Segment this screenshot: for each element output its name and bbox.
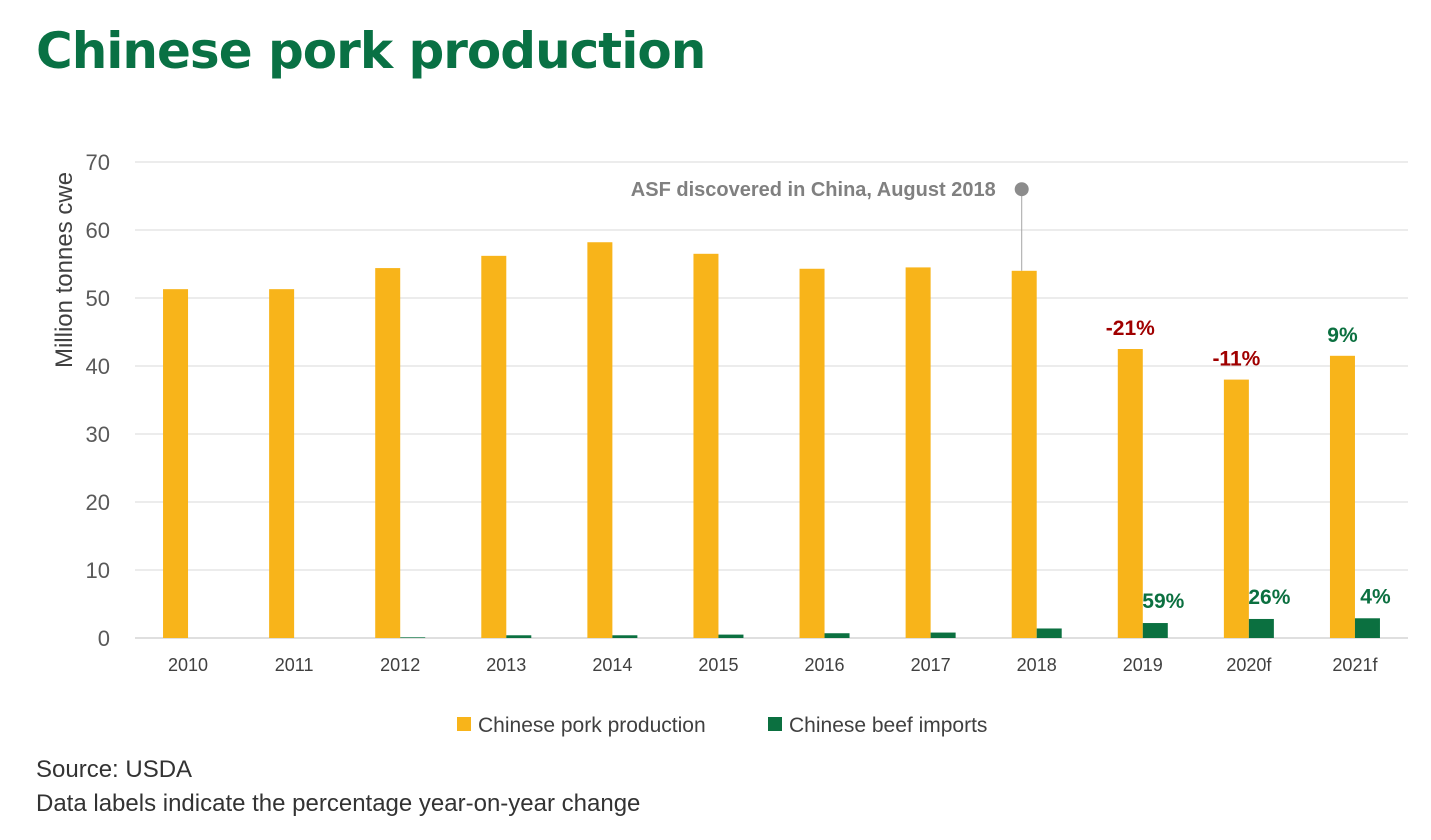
page-title: Chinese pork production (36, 22, 706, 80)
legend-label-pork: Chinese pork production (478, 714, 706, 737)
x-tick-label: 2012 (380, 655, 420, 675)
legend-swatch-beef (768, 717, 782, 731)
bars (163, 242, 1380, 639)
y-axis-ticks: 0 10 20 30 40 50 60 70 (86, 150, 110, 651)
x-tick-label: 2020f (1226, 655, 1272, 675)
x-tick-label: 2016 (805, 655, 845, 675)
x-tick-label: 2019 (1123, 655, 1163, 675)
bar-beef-2015 (718, 634, 744, 638)
legend: Chinese pork production Chinese beef impo… (457, 714, 987, 737)
bar-pork-2012 (375, 268, 401, 638)
data-label-pork: -11% (1212, 348, 1260, 371)
data-label-beef: 59% (1142, 590, 1184, 613)
bar-beef-2013 (506, 635, 532, 638)
bar-pork-2019 (1117, 349, 1143, 638)
source-note: Source: USDA (36, 756, 193, 783)
x-tick-label: 2017 (911, 655, 951, 675)
bar-beef-2019 (1142, 623, 1168, 638)
y-tick-label: 30 (86, 422, 110, 447)
bar-beef-2021f (1354, 618, 1380, 638)
annotation: ASF discovered in China, August 2018 (631, 179, 1029, 271)
y-tick-label: 10 (86, 558, 110, 583)
y-tick-label: 0 (98, 626, 110, 651)
bar-pork-2010 (163, 289, 189, 638)
x-tick-label: 2018 (1017, 655, 1057, 675)
y-tick-label: 60 (86, 218, 110, 243)
legend-label-beef: Chinese beef imports (789, 714, 987, 737)
y-axis-label: Million tonnes cwe (51, 172, 78, 368)
bar-pork-2011 (269, 289, 295, 638)
annotation-text: ASF discovered in China, August 2018 (631, 179, 996, 201)
bar-pork-2014 (587, 242, 613, 639)
data-label-pork: 9% (1327, 324, 1358, 347)
x-tick-label: 2014 (592, 655, 632, 675)
data-label-pork: -21% (1106, 317, 1155, 340)
data-labels: -21% 59% -11% 26% 9% 4% (1106, 317, 1391, 613)
data-label-note: Data labels indicate the percentage year… (36, 790, 641, 817)
bar-beef-2017 (930, 632, 956, 638)
bar-pork-2018 (1011, 270, 1037, 638)
data-label-beef: 4% (1360, 585, 1391, 608)
grid-lines (135, 161, 1408, 639)
bar-pork-2015 (693, 253, 719, 639)
bar-beef-2020f (1248, 618, 1274, 638)
bar-pork-2017 (905, 267, 931, 638)
legend-swatch-pork (457, 717, 471, 731)
data-label-beef: 26% (1248, 586, 1290, 609)
y-tick-label: 20 (86, 490, 110, 515)
bar-beef-2018 (1036, 628, 1062, 638)
y-tick-label: 50 (86, 286, 110, 311)
x-tick-label: 2013 (486, 655, 526, 675)
bar-pork-2016 (799, 268, 825, 638)
y-tick-label: 40 (86, 354, 110, 379)
bar-beef-2016 (824, 633, 850, 638)
bar-pork-2013 (481, 255, 507, 638)
x-axis-ticks: 2010 2011 2012 2013 2014 2015 2016 2017 2018 2019… (168, 655, 1378, 675)
bar-beef-2012 (400, 637, 426, 638)
bar-pork-2021f (1329, 355, 1355, 638)
annotation-marker (1014, 182, 1029, 197)
x-tick-label: 2021f (1332, 655, 1378, 675)
y-tick-label: 70 (86, 150, 110, 175)
x-tick-label: 2011 (275, 655, 314, 675)
bar-beef-2014 (612, 635, 638, 638)
x-tick-label: 2015 (698, 655, 738, 675)
x-tick-label: 2010 (168, 655, 208, 675)
bar-pork-2020f (1223, 379, 1249, 638)
